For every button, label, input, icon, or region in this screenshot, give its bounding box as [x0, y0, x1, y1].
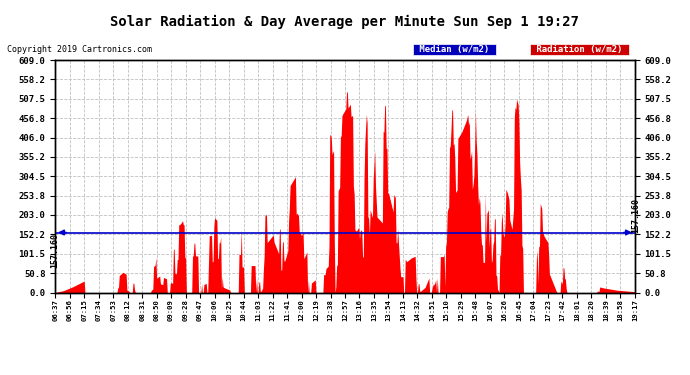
- Text: Radiation (w/m2): Radiation (w/m2): [531, 45, 628, 54]
- Text: Copyright 2019 Cartronics.com: Copyright 2019 Cartronics.com: [7, 45, 152, 54]
- Text: 157.160: 157.160: [631, 198, 640, 232]
- Text: 157.160: 157.160: [50, 232, 59, 267]
- Text: Solar Radiation & Day Average per Minute Sun Sep 1 19:27: Solar Radiation & Day Average per Minute…: [110, 15, 580, 29]
- Text: Median (w/m2): Median (w/m2): [414, 45, 495, 54]
